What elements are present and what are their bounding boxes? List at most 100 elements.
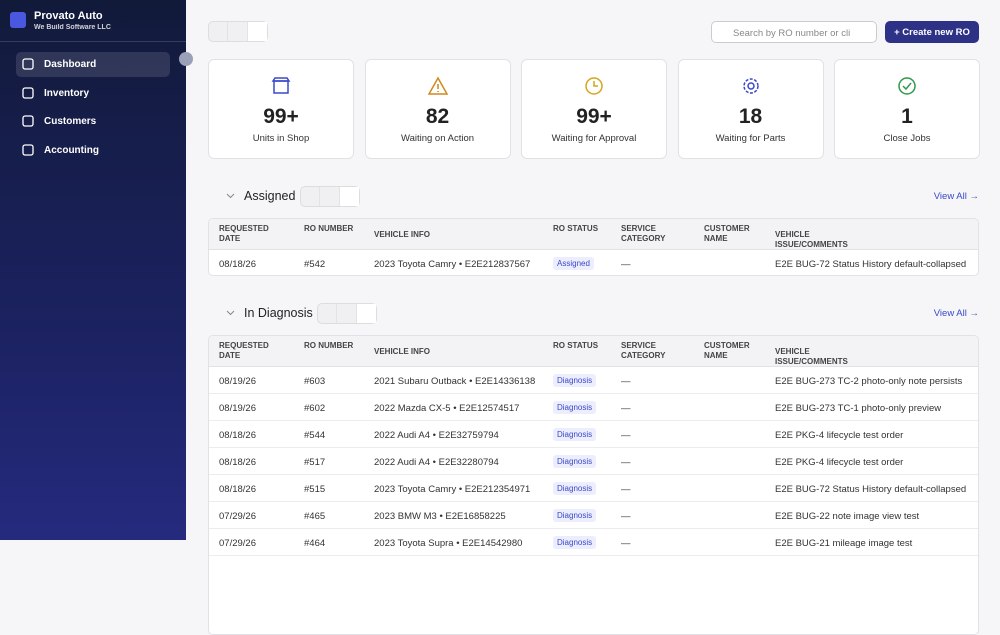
view-all[interactable]: View All → [933, 191, 979, 202]
stat-label: Waiting for Approval [551, 133, 637, 144]
cell-status: Diagnosis [553, 374, 597, 387]
nav-item[interactable]: Customers [16, 109, 170, 134]
cell-issue: E2E PKG-4 lifecycle test order [775, 457, 904, 468]
table-row[interactable]: 08/18/26 #544 2022 Audi A4 • E2E32759794 Di… [209, 421, 978, 448]
cell-status: Diagnosis [553, 401, 597, 414]
nav-label: Accounting [44, 144, 99, 156]
nav-label: Dashboard [44, 59, 97, 70]
cell-date: 08/18/26 [219, 457, 256, 468]
stat-value: 99+ [576, 105, 612, 128]
table-row[interactable]: 08/18/26 #542 2023 Toyota Camry • E2E21283… [209, 250, 978, 275]
stat-value: 82 [425, 105, 450, 128]
stat-label: Units in Shop [252, 133, 310, 144]
table-row[interactable]: 07/29/26 #464 2023 Toyota Supra • E2E14542… [209, 529, 978, 556]
table-header: REQUESTED DATE RO NUMBER VEHICLE INFO RO ST… [209, 219, 978, 250]
stat-value: 18 [738, 105, 763, 128]
column-header[interactable]: VEHICLE ISSUE/COMMENTS [775, 230, 848, 249]
sidebar: Provato Auto We Build Software LLC Dashbo… [0, 0, 193, 540]
stat-card[interactable]: 18 Waiting for Parts [677, 59, 824, 159]
cell-category: — [621, 403, 631, 414]
column-header[interactable]: VEHICLE INFO [374, 347, 431, 356]
cell-ro: #602 [304, 403, 326, 414]
cell-date: 08/19/26 [219, 376, 256, 387]
cell-vehicle: 2023 Toyota Camry • E2E212837567 [374, 259, 531, 270]
cell-status: Diagnosis [553, 509, 597, 522]
cell-vehicle: 2023 BMW M3 • E2E16858225 [374, 511, 506, 522]
cell-issue: E2E BUG-72 Status History default-collap… [775, 259, 967, 270]
view-all[interactable]: View All → [933, 308, 979, 319]
cell-status: Diagnosis [553, 428, 597, 441]
stat-card[interactable]: 1 Close Jobs [834, 59, 980, 159]
column-header[interactable]: REQUESTED DATE [219, 341, 269, 360]
table-row[interactable]: 08/18/26 #515 2023 Toyota Camry • E2E21235… [209, 475, 978, 502]
cell-ro: #542 [304, 259, 326, 270]
cell-category: — [621, 511, 631, 522]
column-header[interactable]: CUSTOMER NAME [704, 341, 750, 360]
cell-issue: E2E BUG-22 note image view test [775, 511, 920, 522]
create-label: Create new RO [902, 27, 970, 38]
cell-date: 07/29/26 [219, 511, 256, 522]
search-placeholder: Search by RO number or cli [733, 28, 851, 39]
cell-category: — [621, 430, 631, 441]
cell-vehicle: 2021 Subaru Outback • E2E14336138 [374, 376, 536, 387]
cell-ro: #544 [304, 430, 326, 441]
table-row[interactable]: 08/19/26 #603 2021 Subaru Outback • E2E143… [209, 367, 978, 394]
cell-category: — [621, 376, 631, 387]
cell-ro: #603 [304, 376, 326, 387]
section-title: In Diagnosis [244, 306, 313, 320]
stat-label: Waiting on Action [400, 133, 475, 144]
section-title: Assigned [244, 189, 296, 203]
cell-vehicle: 2022 Mazda CX-5 • E2E12574517 [374, 403, 520, 414]
cell-status: Diagnosis [553, 536, 597, 549]
cell-ro: #515 [304, 484, 326, 495]
column-header[interactable]: SERVICE CATEGORY [621, 341, 666, 360]
cell-issue: E2E BUG-273 TC-2 photo-only note persist… [775, 376, 963, 387]
brand-subtitle: We Build Software LLC [34, 24, 111, 31]
cell-category: — [621, 484, 631, 495]
column-header[interactable]: RO STATUS [553, 341, 599, 350]
cell-vehicle: 2022 Audi A4 • E2E32759794 [374, 430, 499, 441]
nav-item[interactable]: Dashboard [16, 52, 170, 77]
cell-vehicle: 2022 Audi A4 • E2E32280794 [374, 457, 499, 468]
stat-card[interactable]: 99+ Waiting for Approval [521, 59, 667, 159]
cell-issue: E2E BUG-273 TC-1 photo-only preview [775, 403, 942, 414]
table-row[interactable]: 08/18/26 #517 2022 Audi A4 • E2E32280794 Di… [209, 448, 978, 475]
column-header[interactable]: CUSTOMER NAME [704, 224, 750, 243]
nav-item[interactable]: Accounting [16, 138, 170, 163]
brand: Provato Auto We Build Software LLC [10, 10, 111, 31]
cell-ro: #517 [304, 457, 326, 468]
column-header[interactable]: RO NUMBER [304, 341, 354, 350]
stat-card[interactable]: 82 Waiting on Action [364, 59, 511, 159]
cell-issue: E2E BUG-72 Status History default-collap… [775, 484, 967, 495]
nav-item[interactable]: Inventory [16, 81, 170, 106]
brand-name: Provato Auto [34, 10, 103, 22]
stat-label: Waiting for Parts [715, 133, 786, 144]
nav-label: Customers [44, 116, 97, 127]
column-header[interactable]: REQUESTED DATE [219, 224, 269, 243]
cell-status: Assigned [553, 257, 594, 270]
table-header: REQUESTED DATE RO NUMBER VEHICLE INFO RO ST… [209, 336, 978, 367]
table: REQUESTED DATE RO NUMBER VEHICLE INFO RO ST… [208, 335, 979, 635]
cell-issue: E2E PKG-4 lifecycle test order [775, 430, 904, 441]
column-header[interactable]: RO STATUS [553, 224, 599, 233]
cell-date: 08/18/26 [219, 484, 256, 495]
cell-status: Diagnosis [553, 482, 597, 495]
column-header[interactable]: RO NUMBER [304, 224, 354, 233]
cell-category: — [621, 457, 631, 468]
table: REQUESTED DATE RO NUMBER VEHICLE INFO RO ST… [208, 218, 979, 276]
create-button[interactable]: + Create new RO [885, 21, 979, 43]
table-row[interactable]: 08/19/26 #602 2022 Mazda CX-5 • E2E1257451… [209, 394, 978, 421]
nav-label: Inventory [44, 87, 90, 99]
cell-date: 08/19/26 [219, 403, 256, 414]
column-header[interactable]: VEHICLE ISSUE/COMMENTS [775, 347, 848, 366]
cell-status: Diagnosis [553, 455, 597, 468]
main: Search by RO number or cli + Create new … [186, 0, 1000, 635]
stat-card[interactable]: 99+ Units in Shop [208, 59, 354, 159]
column-header[interactable]: SERVICE CATEGORY [621, 224, 666, 243]
cell-ro: #465 [304, 511, 326, 522]
table-row[interactable]: 07/29/26 #465 2023 BMW M3 • E2E16858225 Dia… [209, 502, 978, 529]
stat-value: 99+ [263, 105, 299, 128]
column-header[interactable]: VEHICLE INFO [374, 230, 431, 239]
stat-value: 1 [901, 105, 913, 128]
search-input[interactable]: Search by RO number or cli [711, 21, 877, 43]
